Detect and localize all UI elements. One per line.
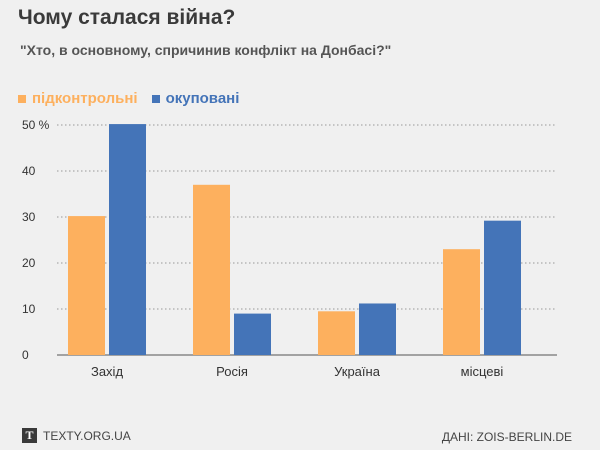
legend: підконтрольні окуповані: [18, 90, 239, 107]
x-tick-label: Росія: [216, 364, 248, 379]
x-tick-label: Україна: [334, 364, 381, 379]
y-tick-label: 40: [22, 164, 36, 178]
legend-item-series1: підконтрольні: [18, 90, 138, 107]
bar-chart: 0 10 20 30 40 50 % Захід Росія Україна місцеві: [22, 118, 557, 379]
footer-source: ДАНІ: ZOIS-BERLIN.DE: [441, 430, 572, 444]
legend-item-series2: окуповані: [151, 90, 240, 107]
chart-title: Чому сталася війна?: [18, 6, 236, 29]
bar-series2: [234, 313, 271, 355]
logo-icon: T: [22, 428, 37, 443]
bar-series2: [359, 303, 396, 355]
bar-series1: [68, 216, 105, 355]
legend-swatch-series1: [18, 94, 26, 103]
bar-series1: [318, 311, 355, 355]
bar-series2: [109, 124, 146, 355]
legend-label-series1: підконтрольні: [32, 90, 138, 107]
bar-series1: [443, 249, 480, 355]
y-tick-label: 0: [22, 348, 29, 362]
y-tick-label: 50 %: [22, 118, 50, 132]
legend-label-series2: окуповані: [165, 90, 240, 107]
legend-swatch-series2: [151, 94, 160, 103]
y-tick-label: 30: [22, 210, 36, 224]
y-tick-label: 10: [22, 302, 36, 316]
chart-subtitle: "Хто, в основному, спричинив конфлікт на…: [20, 42, 392, 58]
bar-series1: [193, 184, 230, 355]
footer-logo: T TEXTY.ORG.UA: [22, 428, 131, 443]
footer-site: TEXTY.ORG.UA: [43, 428, 131, 443]
y-tick-label: 20: [22, 256, 36, 270]
x-tick-label: місцеві: [461, 364, 504, 379]
bar-series2: [484, 220, 521, 355]
x-tick-label: Захід: [91, 364, 123, 379]
